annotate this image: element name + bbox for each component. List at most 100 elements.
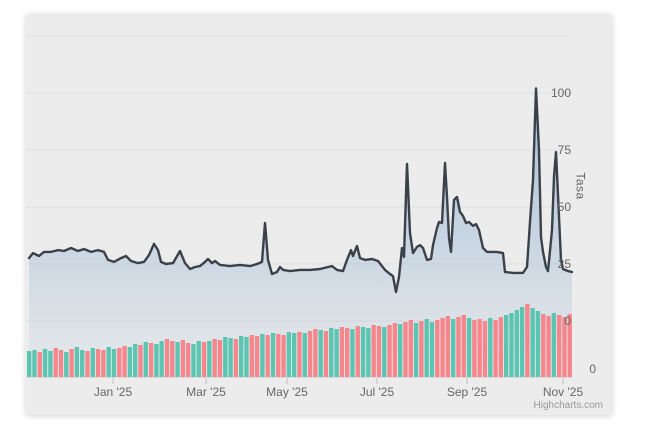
column-bar[interactable] xyxy=(170,341,175,377)
column-bar[interactable] xyxy=(127,347,133,377)
column-bar[interactable] xyxy=(424,319,429,377)
column-bar[interactable] xyxy=(562,317,567,377)
column-bar[interactable] xyxy=(90,348,95,377)
column-bar[interactable] xyxy=(382,327,387,377)
column-bar[interactable] xyxy=(48,351,53,377)
column-bar[interactable] xyxy=(101,350,106,377)
column-bar[interactable] xyxy=(175,342,180,377)
column-bar[interactable] xyxy=(276,334,281,377)
column-bar[interactable] xyxy=(164,339,170,377)
column-bar[interactable] xyxy=(461,315,466,377)
column-bar[interactable] xyxy=(376,326,382,377)
column-bar[interactable] xyxy=(371,325,376,377)
column-bar[interactable] xyxy=(32,350,37,377)
column-bar[interactable] xyxy=(270,333,276,377)
column-bar[interactable] xyxy=(196,341,201,377)
column-bar[interactable] xyxy=(403,322,408,377)
column-bar[interactable] xyxy=(58,350,64,377)
column-bar[interactable] xyxy=(111,349,117,377)
column-bar[interactable] xyxy=(265,335,270,377)
column-bar[interactable] xyxy=(472,320,477,377)
column-bar[interactable] xyxy=(355,326,360,377)
column-bar[interactable] xyxy=(419,321,424,377)
column-bar[interactable] xyxy=(302,333,307,377)
column-bar[interactable] xyxy=(233,339,239,377)
column-bar[interactable] xyxy=(488,318,493,377)
column-bar[interactable] xyxy=(498,317,504,377)
column-bar[interactable] xyxy=(254,336,260,377)
column-bar[interactable] xyxy=(249,335,254,377)
column-bar[interactable] xyxy=(350,329,355,377)
column-bar[interactable] xyxy=(541,314,546,377)
column-bar[interactable] xyxy=(74,347,80,377)
column-bar[interactable] xyxy=(148,343,154,377)
column-bar[interactable] xyxy=(451,319,456,377)
column-bar[interactable] xyxy=(223,337,228,377)
column-bar[interactable] xyxy=(239,336,244,377)
column-bar[interactable] xyxy=(387,325,392,377)
column-bar[interactable] xyxy=(143,342,148,377)
column-bar[interactable] xyxy=(456,317,461,377)
column-bar[interactable] xyxy=(525,304,530,377)
column-bar[interactable] xyxy=(69,349,74,377)
column-bar[interactable] xyxy=(413,323,419,377)
column-bar[interactable] xyxy=(313,329,318,377)
column-bar[interactable] xyxy=(546,316,551,377)
column-bar[interactable] xyxy=(466,318,472,377)
area-fill-series[interactable] xyxy=(29,88,572,378)
column-bar[interactable] xyxy=(504,315,509,377)
column-bar[interactable] xyxy=(117,348,122,377)
column-bar[interactable] xyxy=(260,334,265,377)
column-bar[interactable] xyxy=(207,341,212,377)
column-bar[interactable] xyxy=(567,314,572,377)
column-bar[interactable] xyxy=(530,308,535,377)
column-bar[interactable] xyxy=(85,351,90,377)
column-bar[interactable] xyxy=(122,346,127,377)
column-bar[interactable] xyxy=(509,313,514,377)
highcharts-credit-link[interactable]: Highcharts.com xyxy=(533,400,603,411)
column-bar[interactable] xyxy=(307,331,313,377)
column-bar[interactable] xyxy=(360,327,366,377)
column-bar[interactable] xyxy=(445,316,451,377)
column-bar[interactable] xyxy=(80,350,85,377)
column-bar[interactable] xyxy=(27,351,32,377)
column-bar[interactable] xyxy=(201,342,207,377)
column-bar[interactable] xyxy=(519,307,525,377)
column-bar[interactable] xyxy=(191,344,196,377)
column-bar[interactable] xyxy=(95,349,101,377)
column-bar[interactable] xyxy=(42,349,48,377)
column-bar[interactable] xyxy=(477,319,482,377)
column-bar[interactable] xyxy=(535,311,541,377)
column-bar[interactable] xyxy=(292,333,297,377)
column-bar[interactable] xyxy=(133,344,138,377)
column-bar[interactable] xyxy=(345,328,350,377)
column-bar[interactable] xyxy=(286,332,292,377)
column-bar[interactable] xyxy=(435,320,440,377)
column-bar[interactable] xyxy=(244,337,249,377)
column-bar[interactable] xyxy=(323,331,329,377)
column-bar[interactable] xyxy=(64,352,69,377)
column-bar[interactable] xyxy=(339,327,345,377)
column-bar[interactable] xyxy=(398,324,403,377)
column-bar[interactable] xyxy=(329,328,334,377)
column-bar[interactable] xyxy=(37,352,42,377)
column-bar[interactable] xyxy=(106,347,111,377)
column-bar[interactable] xyxy=(366,328,371,377)
column-bar[interactable] xyxy=(154,344,159,377)
column-bar[interactable] xyxy=(281,335,286,377)
column-bar[interactable] xyxy=(408,320,413,377)
column-bar[interactable] xyxy=(318,330,323,377)
column-bar[interactable] xyxy=(297,332,302,377)
column-bar[interactable] xyxy=(551,313,557,377)
column-bar[interactable] xyxy=(53,348,58,377)
column-bar[interactable] xyxy=(217,340,223,377)
column-bar[interactable] xyxy=(482,321,488,377)
column-bar[interactable] xyxy=(493,320,498,377)
column-bar[interactable] xyxy=(138,345,143,377)
column-bar[interactable] xyxy=(514,310,519,377)
column-bar[interactable] xyxy=(186,343,191,377)
column-bar[interactable] xyxy=(429,322,435,377)
column-bar[interactable] xyxy=(392,323,398,377)
column-bar[interactable] xyxy=(180,340,186,377)
column-bar[interactable] xyxy=(557,315,562,377)
